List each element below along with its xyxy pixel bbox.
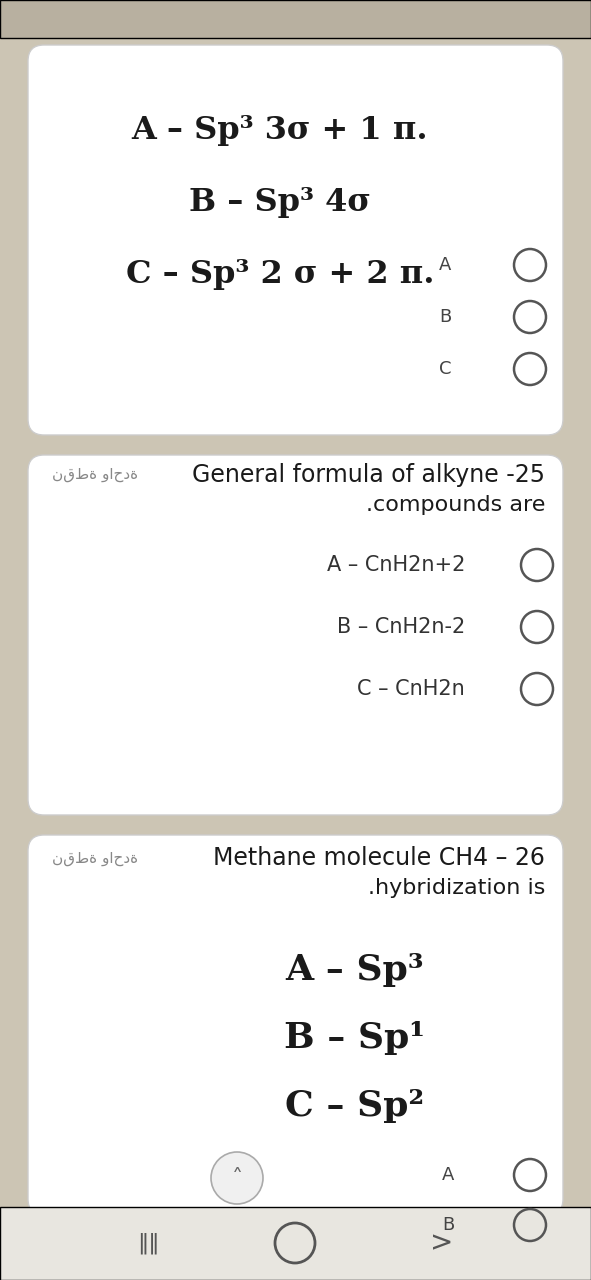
Text: B – Sp¹: B – Sp¹ xyxy=(284,1021,426,1055)
Text: C – Sp³ 2 σ + 2 π.: C – Sp³ 2 σ + 2 π. xyxy=(126,259,434,289)
Text: B: B xyxy=(439,308,451,326)
FancyBboxPatch shape xyxy=(28,835,563,1215)
Text: A – Sp³: A – Sp³ xyxy=(285,954,424,987)
Text: .hybridization is: .hybridization is xyxy=(368,878,545,899)
Text: C – Sp²: C – Sp² xyxy=(285,1089,424,1123)
Text: ˄: ˄ xyxy=(232,1167,242,1188)
Text: C – CnH2n: C – CnH2n xyxy=(357,678,465,699)
Text: General formula of alkyne -25: General formula of alkyne -25 xyxy=(192,463,545,486)
Text: B – Sp³ 4σ: B – Sp³ 4σ xyxy=(189,187,371,218)
Text: ‖‖: ‖‖ xyxy=(137,1233,159,1253)
Text: B: B xyxy=(442,1216,454,1234)
FancyBboxPatch shape xyxy=(28,454,563,815)
Text: A – CnH2n+2: A – CnH2n+2 xyxy=(327,556,465,575)
Circle shape xyxy=(211,1152,263,1204)
Text: A – Sp³ 3σ + 1 π.: A – Sp³ 3σ + 1 π. xyxy=(132,114,428,146)
Text: نقطة واحدة: نقطة واحدة xyxy=(52,467,138,483)
FancyBboxPatch shape xyxy=(0,0,591,38)
Text: A: A xyxy=(439,256,451,274)
Text: C: C xyxy=(439,360,452,378)
FancyBboxPatch shape xyxy=(28,45,563,435)
Text: B – CnH2n-2: B – CnH2n-2 xyxy=(337,617,465,637)
Text: نقطة واحدة: نقطة واحدة xyxy=(52,850,138,865)
Text: A: A xyxy=(442,1166,454,1184)
FancyBboxPatch shape xyxy=(0,1207,591,1280)
Text: .compounds are: .compounds are xyxy=(366,495,545,515)
Text: Methane molecule CH4 – 26: Methane molecule CH4 – 26 xyxy=(213,846,545,870)
Text: >: > xyxy=(430,1229,454,1257)
